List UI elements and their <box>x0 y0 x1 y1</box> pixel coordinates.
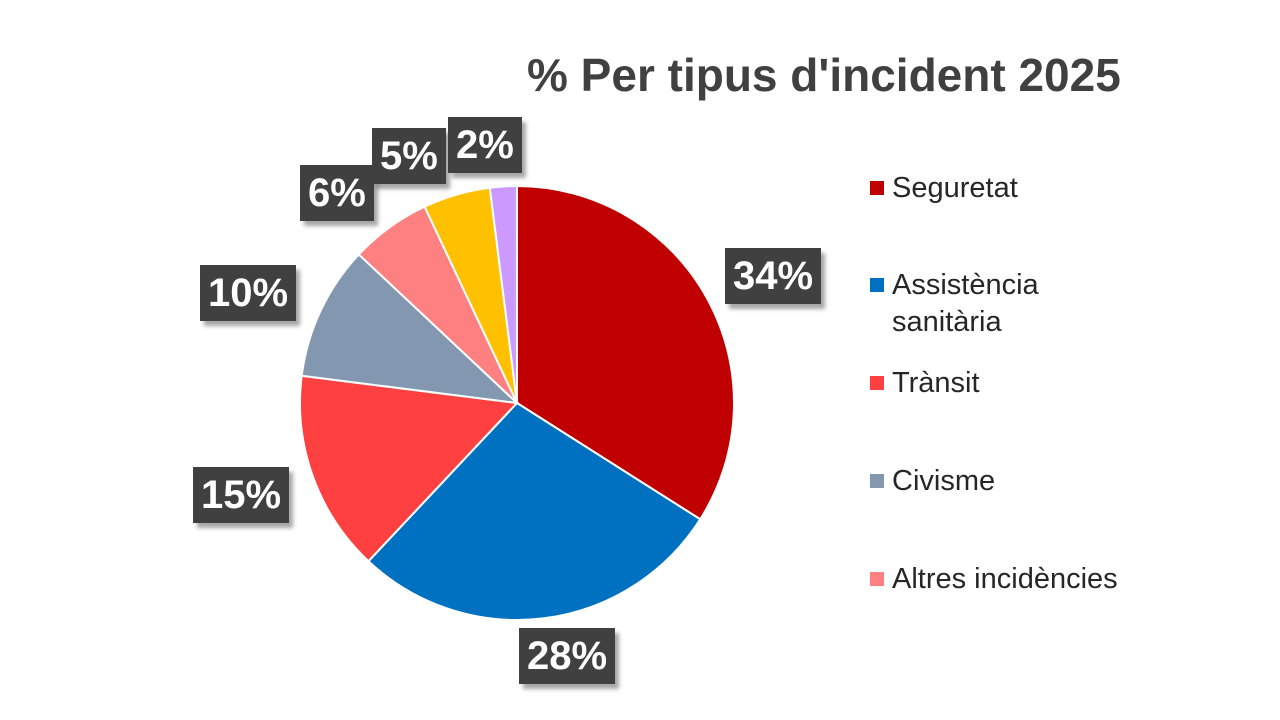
legend-item-transit: Trànsit <box>870 365 1200 402</box>
legend-swatch-altres-incidencies <box>870 572 884 586</box>
pie-slice-2 <box>367 401 702 621</box>
data-label-3: 15% <box>193 467 290 523</box>
pie-slice-3 <box>299 374 520 563</box>
data-label-5: 6% <box>300 165 374 221</box>
legend-label-seguretat: Seguretat <box>892 172 1018 204</box>
legend-swatch-civisme <box>870 474 884 488</box>
legend-label-civisme: Civisme <box>892 465 996 497</box>
legend-item-civisme: Civisme <box>870 463 1200 500</box>
data-label-7: 2% <box>448 117 522 173</box>
legend-label-transit: Trànsit <box>892 367 980 399</box>
legend-label-assistencia-sanitaria: Assistència sanitària <box>892 269 1039 338</box>
legend-item-seguretat: Seguretat <box>870 170 1200 207</box>
legend-item-assistencia-sanitaria: Assistència sanitària <box>870 267 1100 341</box>
pie-slice-1 <box>516 184 735 521</box>
data-label-4: 10% <box>200 265 297 321</box>
legend-swatch-seguretat <box>870 181 884 195</box>
pie-slice-7 <box>488 184 518 404</box>
legend-item-altres-incidencies: Altres incidències <box>870 561 1200 598</box>
chart-title: % Per tipus d'incident 2025 <box>527 49 1121 101</box>
legend-swatch-transit <box>870 376 884 390</box>
legend-label-altres-incidencies: Altres incidències <box>892 563 1118 595</box>
pie-slice-4 <box>300 253 520 405</box>
data-label-2: 28% <box>519 628 616 684</box>
legend-swatch-assistencia-sanitaria <box>870 278 884 292</box>
data-label-1: 34% <box>725 248 822 304</box>
data-label-6: 5% <box>372 128 446 184</box>
